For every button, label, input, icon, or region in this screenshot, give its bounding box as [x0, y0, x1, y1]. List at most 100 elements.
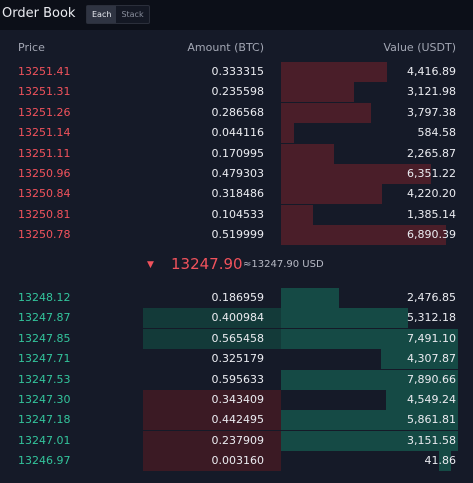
buy-order-row[interactable]: 13247.71 0.325179 4,307.87 [0, 349, 473, 370]
sell-order-price: 13251.11 [18, 146, 71, 160]
buy-order-amount: 0.595633 [211, 372, 265, 386]
buy-order-row[interactable]: 13247.85 0.565458 7,491.10 [0, 328, 473, 349]
sell-order-price: 13250.78 [18, 228, 71, 242]
column-header-value: Value (USDT) [383, 41, 456, 54]
sell-order-row[interactable]: 13250.84 0.318486 4,220.20 [0, 184, 473, 205]
buy-order-value: 2,476.85 [407, 291, 456, 304]
buy-order-amount: 0.237909 [211, 433, 265, 447]
sell-order-price: 13251.31 [18, 85, 71, 99]
sell-order-amount: 0.044116 [211, 126, 265, 140]
buy-depth-bar [281, 308, 408, 329]
buy-order-row[interactable]: 13247.30 0.343409 4,549.24 [0, 390, 473, 410]
toggle-stack[interactable]: Stack [121, 10, 144, 19]
order-book-header: Order Book Each Stack [0, 0, 473, 30]
buy-order-value: 5,312.18 [407, 311, 456, 325]
buy-order-row[interactable]: 13247.18 0.442495 5,861.81 [0, 410, 473, 431]
buy-order-price: 13247.87 [18, 311, 71, 325]
sell-order-amount: 0.318486 [211, 187, 265, 201]
buy-order-amount: 0.003160 [211, 454, 265, 468]
buy-order-price: 13248.12 [18, 291, 71, 304]
buy-depth-bar [281, 288, 339, 308]
column-header-amount: Amount (BTC) [187, 41, 264, 54]
sell-order-amount: 0.479303 [211, 167, 265, 180]
sell-order-price: 13251.26 [18, 105, 71, 119]
buy-order-amount: 0.343409 [211, 393, 265, 406]
sell-order-amount: 0.170995 [211, 146, 265, 160]
sell-order-value: 4,416.89 [407, 65, 456, 78]
buy-depth-bar [439, 451, 451, 472]
buy-order-row[interactable]: 13247.53 0.595633 7,890.66 [0, 369, 473, 390]
sell-order-value: 3,121.98 [407, 85, 456, 99]
buy-order-value: 3,151.58 [407, 433, 456, 447]
sell-order-row[interactable]: 13251.26 0.286568 3,797.38 [0, 102, 473, 123]
sell-depth-bar [281, 123, 294, 144]
order-book-title: Order Book [2, 6, 76, 21]
buy-depth-bar [281, 369, 458, 390]
sell-depth-bar [281, 102, 371, 123]
buy-order-row[interactable]: 13246.97 0.003160 41.86 [0, 451, 473, 472]
buy-order-price: 13247.30 [18, 393, 71, 406]
sell-order-amount: 0.519999 [211, 228, 265, 242]
sell-depth-bar [143, 410, 281, 431]
column-header-price: Price [18, 41, 45, 54]
buy-order-price: 13246.97 [18, 454, 71, 468]
sell-depth-bar [143, 430, 281, 451]
sell-order-value: 6,351.22 [407, 167, 456, 180]
sell-depth-bar [281, 82, 354, 103]
last-price-row: ▼ 13247.90 ≈13247.90 USD [0, 254, 473, 278]
buy-order-amount: 0.442495 [211, 413, 265, 427]
buy-order-value: 4,307.87 [407, 352, 456, 366]
reference-price: ≈13247.90 USD [243, 259, 324, 270]
sell-depth-bar [143, 451, 281, 472]
triangle-down-icon: ▼ [147, 260, 154, 270]
sell-order-row[interactable]: 13251.41 0.333315 4,416.89 [0, 62, 473, 82]
sell-order-row[interactable]: 13250.81 0.104533 1,385.14 [0, 204, 473, 225]
buy-depth-bar [281, 430, 458, 451]
buy-order-amount: 0.400984 [211, 311, 265, 325]
sell-order-row[interactable]: 13250.96 0.479303 6,351.22 [0, 164, 473, 184]
sell-order-value: 1,385.14 [407, 207, 456, 221]
sell-order-value: 6,890.39 [407, 228, 456, 242]
view-mode-toggle[interactable]: Each Stack [86, 5, 150, 24]
sell-depth-bar [281, 225, 446, 246]
buy-depth-bar [281, 328, 458, 349]
toggle-each[interactable]: Each [87, 6, 117, 23]
sell-order-amount: 0.104533 [211, 207, 265, 221]
sell-order-price: 13250.81 [18, 207, 71, 221]
sell-order-price: 13250.96 [18, 167, 71, 180]
sell-order-price: 13251.14 [18, 126, 71, 140]
buy-order-value: 4,549.24 [407, 393, 456, 406]
sell-depth-bar [281, 143, 334, 164]
sell-depth-bar [281, 62, 387, 82]
sell-order-value: 4,220.20 [407, 187, 456, 201]
buy-order-amount: 0.565458 [211, 331, 265, 345]
sell-order-value: 584.58 [417, 126, 457, 140]
last-price: 13247.90 [171, 255, 243, 273]
sell-order-amount: 0.235598 [211, 85, 265, 99]
sell-depth-bar [281, 184, 382, 205]
buy-depth-bar [143, 308, 281, 329]
buy-order-price: 13247.53 [18, 372, 71, 386]
sell-order-price: 13250.84 [18, 187, 71, 201]
buy-order-value: 7,890.66 [407, 372, 456, 386]
sell-order-row[interactable]: 13250.78 0.519999 6,890.39 [0, 225, 473, 246]
buy-order-price: 13247.85 [18, 331, 71, 345]
sell-order-row[interactable]: 13251.31 0.235598 3,121.98 [0, 82, 473, 103]
buy-depth-bar [381, 349, 458, 370]
buy-order-row[interactable]: 13248.12 0.186959 2,476.85 [0, 288, 473, 308]
buy-depth-bar [386, 390, 458, 410]
buy-order-row[interactable]: 13247.87 0.400984 5,312.18 [0, 308, 473, 329]
buy-order-price: 13247.18 [18, 413, 71, 427]
sell-order-row[interactable]: 13251.14 0.044116 584.58 [0, 123, 473, 144]
sell-depth-bar [143, 390, 281, 410]
buy-order-value: 7,491.10 [407, 331, 456, 345]
buy-order-value: 41.86 [424, 454, 457, 468]
buy-order-amount: 0.325179 [211, 352, 265, 366]
sell-order-price: 13251.41 [18, 65, 71, 78]
sell-order-value: 2,265.87 [407, 146, 456, 160]
buy-order-price: 13247.71 [18, 352, 71, 366]
buy-order-price: 13247.01 [18, 433, 71, 447]
sell-order-row[interactable]: 13251.11 0.170995 2,265.87 [0, 143, 473, 164]
buy-depth-bar [281, 410, 458, 431]
buy-order-row[interactable]: 13247.01 0.237909 3,151.58 [0, 430, 473, 451]
